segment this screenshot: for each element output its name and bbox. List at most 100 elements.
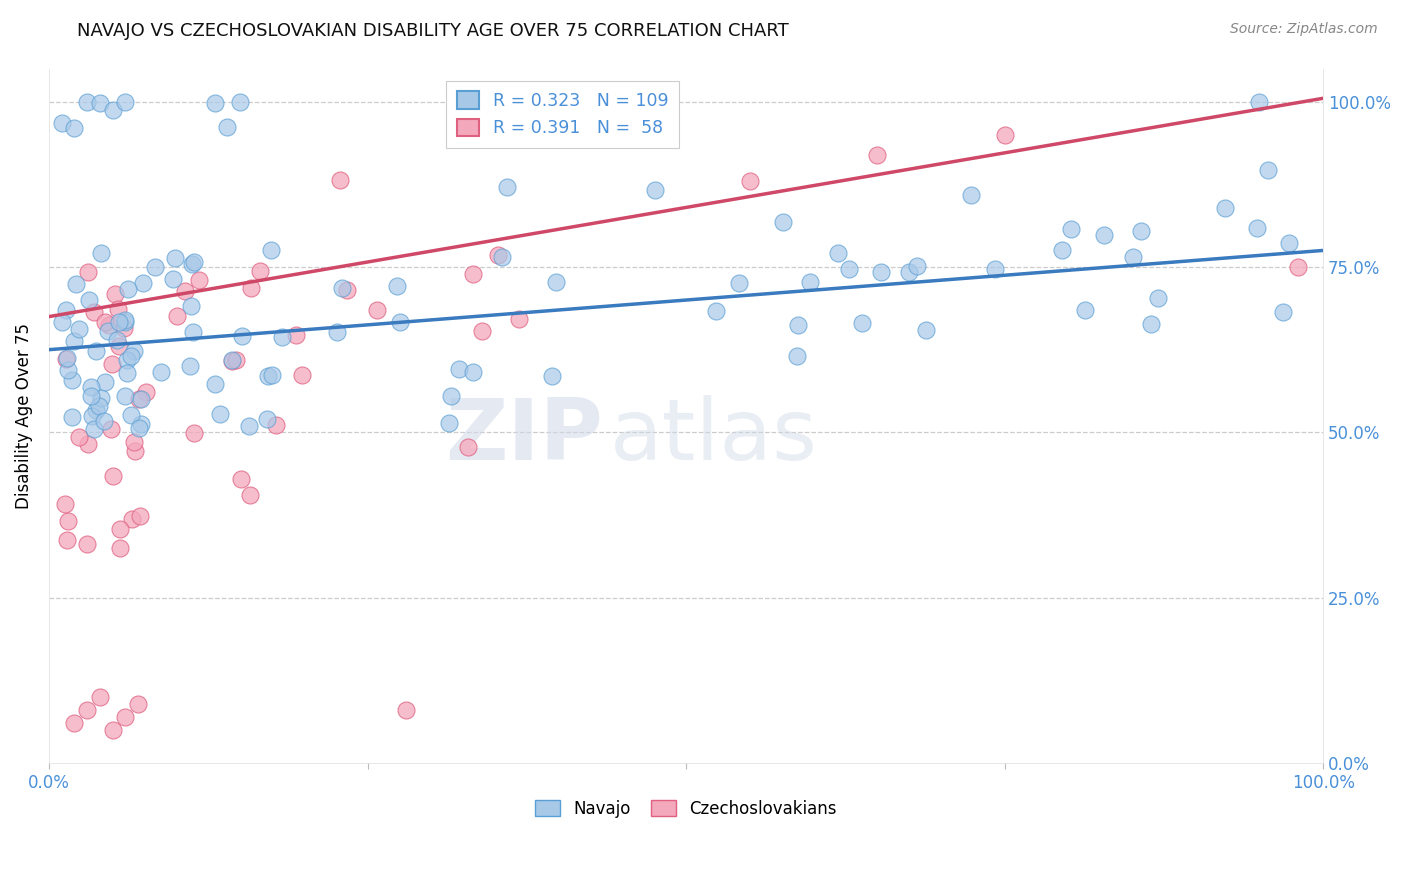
Point [385,279,408,293]
Point [55,351,77,366]
Point [366,302,388,317]
Point [112,321,135,335]
Point [67,430,90,444]
Point [124,343,146,358]
Point [87,399,110,413]
Point [644,183,666,197]
Point [129,509,152,524]
Point [89,95,111,110]
Point [149,365,172,379]
Point [53,497,76,511]
Point [110,541,132,555]
Point [83,422,105,436]
Point [107,301,129,316]
Point [994,128,1017,142]
Point [114,313,136,327]
Point [114,389,136,403]
Point [115,353,138,368]
Point [271,329,294,343]
Point [827,246,849,260]
Point [1092,227,1115,242]
Point [183,254,205,268]
Point [114,710,136,724]
Point [181,325,204,339]
Point [1286,260,1309,274]
Text: atlas: atlas [610,395,818,478]
Point [51,116,73,130]
Point [915,323,938,337]
Point [120,408,142,422]
Point [80,379,103,393]
Point [114,95,136,109]
Point [471,324,494,338]
Point [135,384,157,399]
Point [132,276,155,290]
Y-axis label: Disability Age Over 75: Disability Age Over 75 [15,323,32,508]
Point [738,174,761,188]
Point [183,426,205,441]
Point [225,353,247,368]
Point [56,533,79,547]
Point [129,392,152,406]
Point [787,318,810,332]
Point [179,359,201,374]
Point [231,329,253,343]
Point [249,264,271,278]
Point [1122,250,1144,264]
Point [114,315,136,329]
Point [76,537,98,551]
Point [80,409,103,423]
Point [97,324,120,338]
Point [76,703,98,717]
Point [80,389,103,403]
Point [129,417,152,431]
Point [100,422,122,436]
Point [67,321,90,335]
Point [907,259,929,273]
Point [461,365,484,379]
Point [105,333,128,347]
Point [799,275,821,289]
Point [870,265,893,279]
Point [1060,221,1083,235]
Point [90,391,112,405]
Point [231,472,253,486]
Point [544,276,567,290]
Point [395,703,418,717]
Point [127,697,149,711]
Point [124,435,146,450]
Point [704,304,727,318]
Point [586,95,609,110]
Point [101,723,124,737]
Point [120,349,142,363]
Point [128,392,150,406]
Point [1050,243,1073,257]
Point [162,272,184,286]
Point [959,187,981,202]
Point [326,325,349,339]
Point [117,282,139,296]
Point [93,414,115,428]
Point [447,362,470,376]
Point [1271,305,1294,319]
Point [115,366,138,380]
Point [143,260,166,274]
Point [264,417,287,432]
Point [217,120,239,135]
Point [1146,291,1168,305]
Point [165,252,187,266]
Point [221,353,243,368]
Point [124,444,146,458]
Point [221,353,243,368]
Point [239,488,262,502]
Point [440,389,463,403]
Point [107,339,129,353]
Point [332,281,354,295]
Point [329,172,352,186]
Point [63,716,86,731]
Point [101,103,124,117]
Point [572,106,595,120]
Point [229,95,252,109]
Point [76,95,98,109]
Point [256,368,278,383]
